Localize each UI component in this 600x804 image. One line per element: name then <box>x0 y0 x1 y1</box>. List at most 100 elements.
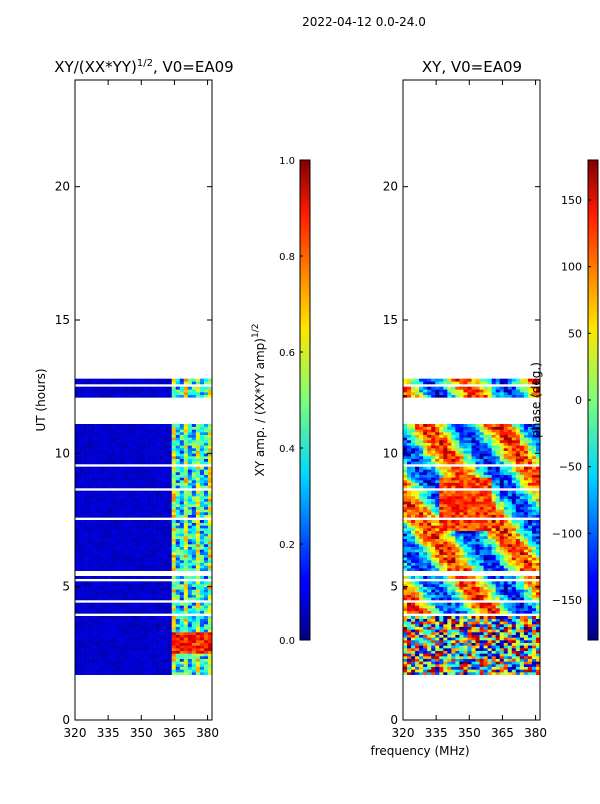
heatmap-cell <box>152 581 156 584</box>
heatmap-cell <box>144 637 148 640</box>
heatmap-cell <box>168 632 172 635</box>
heatmap-cell <box>196 643 200 646</box>
heatmap-cell <box>431 552 435 555</box>
heatmap-cell <box>423 563 427 566</box>
heatmap-cell <box>200 523 204 526</box>
heatmap-cell <box>160 475 164 478</box>
heatmap-cell <box>95 387 99 390</box>
heatmap-cell <box>111 635 115 638</box>
heatmap-cell <box>131 483 135 486</box>
heatmap-cell <box>504 669 508 672</box>
heatmap-cell <box>192 587 196 590</box>
heatmap-cell <box>188 504 192 507</box>
heatmap-cell <box>512 589 516 592</box>
heatmap-cell <box>139 424 143 427</box>
heatmap-cell <box>91 389 95 392</box>
heatmap-cell <box>115 496 119 499</box>
heatmap-cell <box>131 525 135 528</box>
heatmap-cell <box>127 429 131 432</box>
heatmap-cell <box>119 589 123 592</box>
heatmap-cell <box>184 565 188 568</box>
heatmap-cell <box>192 640 196 643</box>
heatmap-cell <box>75 469 79 472</box>
heatmap-cell <box>512 672 516 675</box>
heatmap-cell <box>172 480 176 483</box>
heatmap-cell <box>176 443 180 446</box>
heatmap-cell <box>472 653 476 656</box>
heatmap-cell <box>415 651 419 654</box>
heatmap-cell <box>115 669 119 672</box>
heatmap-cell <box>95 584 99 587</box>
heatmap-cell <box>123 584 127 587</box>
heatmap-cell <box>180 635 184 638</box>
heatmap-cell <box>528 544 532 547</box>
heatmap-cell <box>180 536 184 539</box>
heatmap-cell <box>152 661 156 664</box>
phase-title: XY, V0=EA09 <box>422 58 522 76</box>
heatmap-cell <box>472 619 476 622</box>
heatmap-cell <box>131 557 135 560</box>
heatmap-cell <box>83 632 87 635</box>
heatmap-cell <box>172 608 176 611</box>
heatmap-cell <box>83 459 87 462</box>
heatmap-cell <box>455 621 459 624</box>
heatmap-cell <box>459 659 463 662</box>
heatmap-cell <box>176 664 180 667</box>
heatmap-cell <box>496 672 500 675</box>
heatmap-cell <box>79 469 83 472</box>
heatmap-cell <box>532 555 536 558</box>
heatmap-cell <box>119 653 123 656</box>
heatmap-cell <box>91 672 95 675</box>
heatmap-cell <box>427 581 431 584</box>
heatmap-cell <box>152 507 156 510</box>
heatmap-cell <box>79 507 83 510</box>
heatmap-cell <box>403 525 407 528</box>
heatmap-cell <box>103 605 107 608</box>
heatmap-cell <box>139 557 143 560</box>
heatmap-cell <box>164 445 168 448</box>
heatmap-cell <box>480 544 484 547</box>
heatmap-cell <box>492 568 496 571</box>
heatmap-cell <box>500 627 504 630</box>
heatmap-cell <box>435 605 439 608</box>
heatmap-cell <box>103 456 107 459</box>
heatmap-cell <box>156 437 160 440</box>
heatmap-cell <box>459 592 463 595</box>
heatmap-cell <box>480 528 484 531</box>
heatmap-cell <box>180 523 184 526</box>
heatmap-cell <box>152 544 156 547</box>
heatmap-cell <box>427 645 431 648</box>
heatmap-cell <box>152 520 156 523</box>
heatmap-cell <box>168 541 172 544</box>
heatmap-cell <box>139 539 143 542</box>
heatmap-cell <box>152 656 156 659</box>
heatmap-cell <box>176 509 180 512</box>
heatmap-cell <box>103 549 107 552</box>
heatmap-cell <box>160 515 164 518</box>
heatmap-cell <box>79 520 83 523</box>
heatmap-cell <box>184 547 188 550</box>
heatmap-cell <box>107 437 111 440</box>
heatmap-cell <box>119 491 123 494</box>
heatmap-cell <box>463 560 467 563</box>
heatmap-cell <box>83 515 87 518</box>
heatmap-cell <box>123 459 127 462</box>
heatmap-cell <box>528 557 532 560</box>
heatmap-cell <box>172 528 176 531</box>
heatmap-cell <box>152 467 156 470</box>
heatmap-cell <box>119 664 123 667</box>
heatmap-cell <box>91 587 95 590</box>
heatmap-cell <box>148 515 152 518</box>
heatmap-cell <box>99 381 103 384</box>
heatmap-cell <box>144 661 148 664</box>
heatmap-cell <box>144 576 148 579</box>
heatmap-cell <box>496 589 500 592</box>
heatmap-cell <box>403 643 407 646</box>
heatmap-cell <box>131 499 135 502</box>
heatmap-cell <box>447 597 451 600</box>
heatmap-cell <box>488 560 492 563</box>
heatmap-cell <box>180 381 184 384</box>
heatmap-cell <box>476 627 480 630</box>
heatmap-cell <box>152 472 156 475</box>
heatmap-cell <box>512 635 516 638</box>
